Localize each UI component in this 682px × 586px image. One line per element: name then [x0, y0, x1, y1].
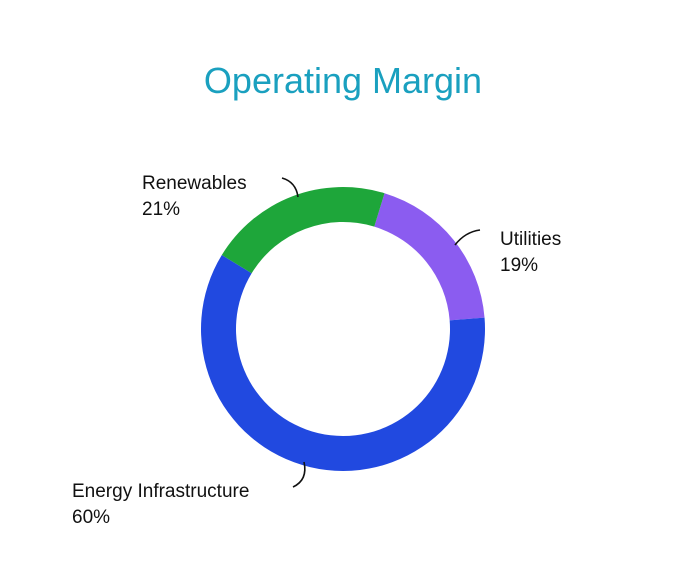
slice-value-label: 60%	[72, 507, 110, 528]
chart-title: Operating Margin	[204, 60, 482, 101]
slice-utilities	[374, 193, 485, 321]
label-leader-line	[281, 177, 299, 198]
label-leader-line	[454, 229, 481, 246]
slice-labels: Utilities 19% Energy Infrastructure 60% Rene…	[72, 173, 561, 528]
slice-value-label: 19%	[500, 255, 538, 276]
donut-slices	[200, 187, 486, 472]
slice-category-label: Utilities	[500, 229, 561, 250]
slice-renewables	[221, 187, 385, 274]
label-leader-line	[292, 461, 306, 488]
slice-category-label: Renewables	[142, 173, 247, 194]
slice-energy-infrastructure	[200, 255, 486, 472]
slice-value-label: 21%	[142, 199, 180, 220]
slice-category-label: Energy Infrastructure	[72, 481, 249, 502]
